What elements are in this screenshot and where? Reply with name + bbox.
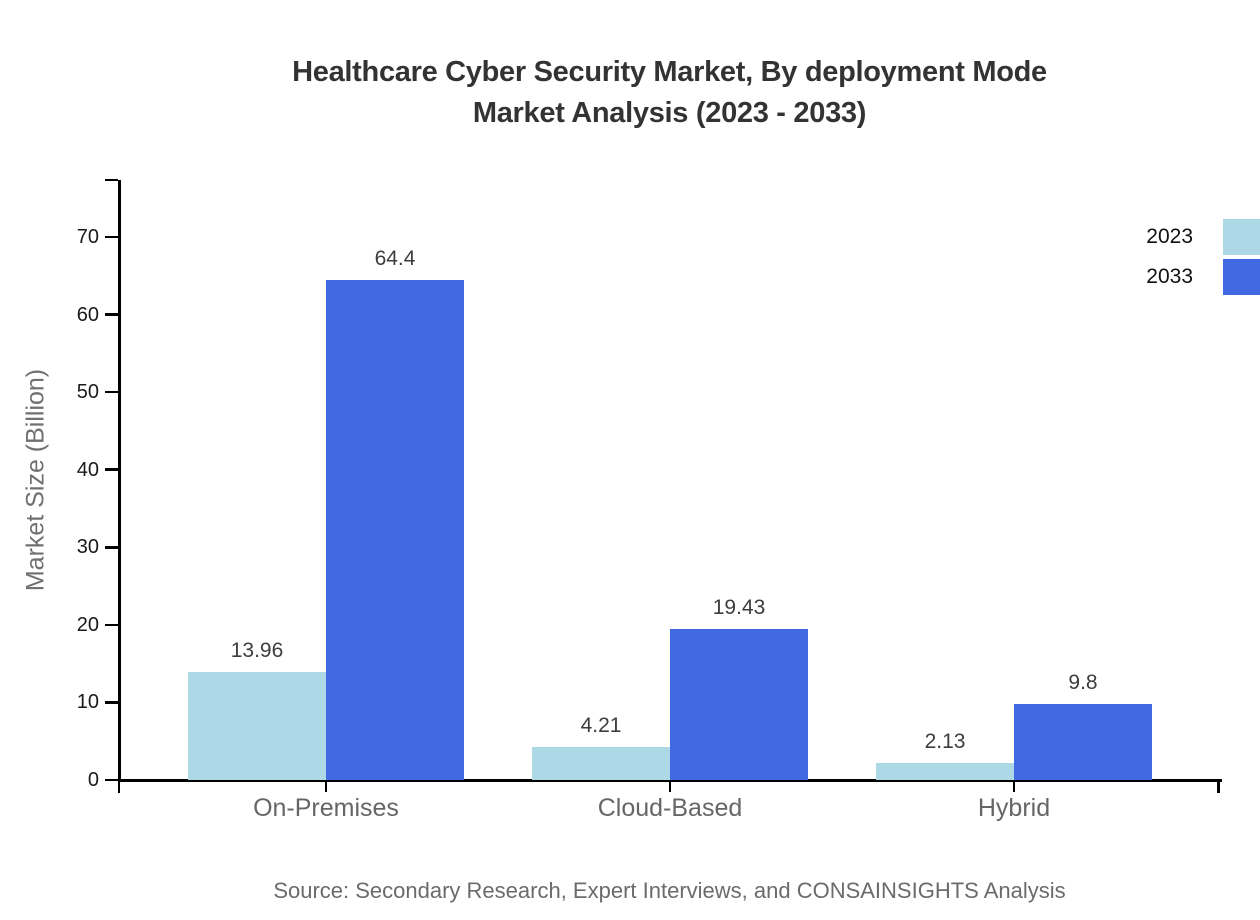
y-axis-line (117, 180, 121, 782)
y-tick-label: 10 (76, 691, 99, 714)
bar-2033-on-premises (326, 280, 464, 780)
bar-value-label: 9.8 (1068, 670, 1098, 694)
y-tick (105, 235, 118, 239)
x-tick (668, 781, 672, 792)
legend-label-2023: 2023 (1146, 225, 1193, 248)
bar-2023-hybrid (876, 763, 1014, 780)
x-axis-line (117, 778, 1222, 782)
y-tick-label: 40 (76, 458, 99, 481)
legend-swatch-2033 (1223, 259, 1260, 295)
bar-2023-on-premises (188, 671, 326, 780)
legend-swatch-2023 (1223, 219, 1260, 255)
y-axis-end-tick (105, 178, 118, 182)
bar-value-label: 2.13 (924, 730, 966, 754)
legend-item-2033: 2033 (1146, 259, 1260, 295)
bar-value-label: 13.96 (230, 638, 284, 662)
chart-title: Healthcare Cyber Security Market, By dep… (119, 52, 1220, 134)
source-note: Source: Secondary Research, Expert Inter… (273, 878, 1066, 903)
x-axis-start-tick (117, 778, 121, 793)
bar-2023-cloud-based (532, 747, 670, 780)
x-tick (324, 781, 328, 792)
y-tick (105, 623, 118, 627)
y-tick-label: 0 (87, 769, 99, 791)
bar-value-label: 4.21 (580, 714, 622, 738)
legend-item-2023: 2023 (1146, 219, 1260, 255)
x-tick (1012, 781, 1016, 792)
x-axis-end-tick (1217, 778, 1220, 793)
y-tick-label: 30 (76, 536, 99, 559)
x-category-label: Hybrid (977, 794, 1051, 822)
y-tick (105, 545, 118, 549)
y-tick-label: 70 (76, 226, 99, 248)
bar-value-label: 19.43 (712, 596, 766, 620)
y-tick (105, 313, 118, 316)
y-tick-label: 20 (76, 613, 99, 636)
bar-2033-cloud-based (670, 629, 808, 780)
chart-title-line1: Healthcare Cyber Security Market, By dep… (292, 56, 1047, 88)
chart-title-line2: Market Analysis (2023 - 2033) (472, 97, 867, 129)
y-tick-label: 60 (76, 303, 99, 326)
y-tick (105, 701, 118, 704)
y-tick-label: 50 (76, 381, 99, 404)
legend-label-2033: 2033 (1146, 265, 1193, 288)
x-category-label: Cloud-Based (597, 794, 743, 822)
bar-2033-hybrid (1014, 703, 1152, 780)
legend: 2023 2033 (1146, 219, 1260, 295)
x-category-label: On-Premises (253, 794, 399, 822)
y-tick (105, 390, 118, 394)
y-tick (105, 778, 118, 782)
y-tick (105, 468, 118, 471)
bar-value-label: 64.4 (374, 247, 416, 271)
